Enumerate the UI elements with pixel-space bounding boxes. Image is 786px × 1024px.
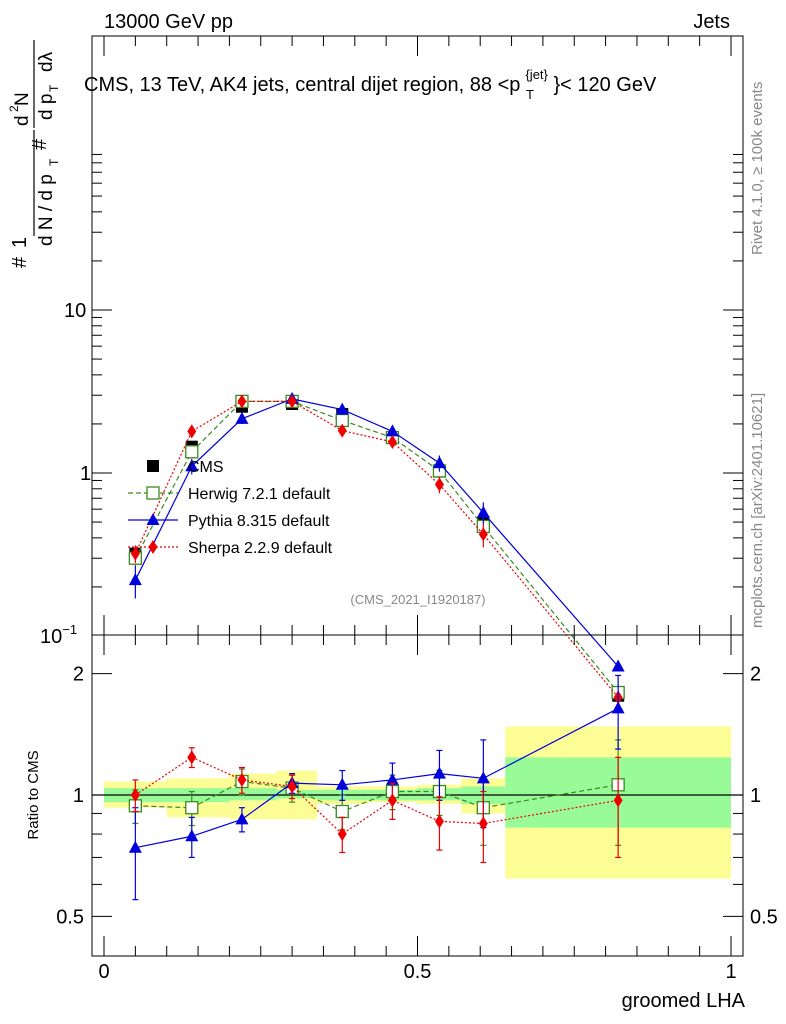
ratio-y-tick-label-right: 0.5	[750, 906, 778, 928]
plot-title-sup: {jet}	[525, 67, 548, 82]
main-y-axis-label: # 1 d N / d p T # d 2 N d p T dλ	[7, 40, 61, 268]
data-point	[287, 394, 297, 409]
ratio-y-tick-label: 1	[73, 785, 84, 807]
ratio-y-tick-label-right: 2	[750, 664, 761, 686]
data-point	[235, 411, 249, 424]
x-axis-label: groomed LHA	[622, 990, 746, 1012]
ratio-point	[432, 766, 446, 779]
svg-text:N: N	[12, 92, 33, 106]
plot-title: CMS, 13 TeV, AK4 jets, central dijet reg…	[84, 62, 657, 104]
data-point	[385, 424, 399, 437]
main-y-tick-label: 10−1	[40, 622, 77, 648]
cms-stat-uncertainty-band	[229, 788, 277, 801]
ratio-point	[476, 771, 490, 784]
ratio-sherpa-2-2-9-default	[130, 747, 623, 864]
series-line	[134, 400, 619, 693]
series-pythia-8-315-default	[128, 391, 625, 672]
ratio-point	[434, 814, 444, 829]
legend-entry: Sherpa 2.2.9 default	[128, 540, 333, 557]
analysis-id: (CMS_2021_I1920187)	[350, 592, 485, 607]
svg-text:T: T	[47, 158, 61, 166]
ratio-point	[335, 804, 349, 819]
data-point	[185, 459, 199, 472]
plot-title-sub: T	[526, 87, 534, 102]
data-point	[130, 546, 140, 561]
ratio-point	[385, 772, 399, 785]
ratio-point	[187, 750, 197, 765]
svg-text:#: #	[29, 138, 51, 150]
ratio-point	[185, 801, 199, 815]
ratio-y-tick-label-right: 1	[750, 785, 761, 807]
ratio-panel	[91, 634, 744, 957]
data-point	[335, 402, 349, 415]
ratio-pythia-8-315-default	[128, 674, 625, 901]
svg-text:d p: d p	[36, 94, 57, 120]
legend-entry: Herwig 7.2.1 default	[128, 486, 331, 503]
ratio-point	[235, 812, 249, 825]
ratio-point	[130, 788, 140, 802]
legend-marker	[146, 486, 160, 500]
ratio-point	[185, 829, 199, 842]
plot-title-main: CMS, 13 TeV, AK4 jets, central dijet reg…	[84, 74, 520, 96]
main-y-tick-label: 1	[80, 463, 91, 485]
data-point	[432, 456, 446, 469]
main-y-tick-label: 10	[64, 300, 86, 322]
plot-title-end: }< 120 GeV	[553, 74, 657, 96]
legend-label: Sherpa 2.2.9 default	[188, 540, 333, 557]
svg-text:1: 1	[9, 237, 31, 248]
ratio-point	[387, 793, 397, 808]
ratio-y-tick-label: 0.5	[56, 906, 84, 928]
main-panel: CMS, 13 TeV, AK4 jets, central dijet reg…	[84, 35, 744, 705]
x-tick-label: 1	[725, 961, 736, 983]
legend-marker	[146, 513, 160, 525]
mcplots-label: mcplots.cern.ch [arXiv:2401.10621]	[749, 393, 766, 628]
data-point	[185, 445, 199, 459]
ratio-point	[478, 816, 488, 831]
ratio-point	[613, 793, 623, 808]
svg-text:T: T	[47, 84, 61, 92]
data-point	[476, 505, 490, 518]
data-point	[128, 573, 142, 586]
svg-text:d: d	[12, 115, 33, 126]
legend-entry: CMS	[147, 459, 224, 476]
series-sherpa-2-2-9-default	[130, 394, 623, 705]
ratio-point	[237, 772, 247, 787]
ratio-y-tick-label: 2	[73, 664, 84, 686]
data-point	[187, 424, 197, 439]
legend-label: Pythia 8.315 default	[188, 513, 330, 530]
svg-text:dλ: dλ	[36, 51, 57, 72]
ratio-point	[287, 779, 297, 794]
legend-marker	[148, 540, 158, 554]
x-tick-label: 0.5	[404, 961, 432, 983]
rivet-label: Rivet 4.1.0, ≥ 100k events	[749, 82, 766, 255]
legend-marker	[147, 460, 159, 472]
ratio-point	[337, 827, 347, 842]
ratio-point	[335, 777, 349, 790]
data-point	[337, 423, 347, 438]
data-point	[237, 394, 247, 409]
svg-text:2: 2	[7, 105, 21, 112]
energy-label: 13000 GeV pp	[104, 11, 233, 33]
ratio-point	[128, 840, 142, 853]
legend: CMS Herwig 7.2.1 default Pythia 8.315 defa…	[128, 459, 333, 557]
data-point	[478, 527, 488, 542]
x-tick-label: 0	[98, 961, 109, 983]
data-point	[611, 659, 625, 672]
data-point	[387, 434, 397, 449]
legend-entry: Pythia 8.315 default	[128, 513, 330, 530]
category-label: Jets	[693, 11, 730, 33]
legend-label: CMS	[188, 459, 224, 476]
svg-text:#: #	[9, 256, 31, 268]
data-point	[434, 477, 444, 492]
legend-label: Herwig 7.2.1 default	[188, 486, 331, 503]
ratio-y-axis-label: Ratio to CMS	[25, 750, 42, 839]
ratio-point	[611, 701, 625, 714]
svg-text:d N / d p: d N / d p	[36, 174, 57, 246]
